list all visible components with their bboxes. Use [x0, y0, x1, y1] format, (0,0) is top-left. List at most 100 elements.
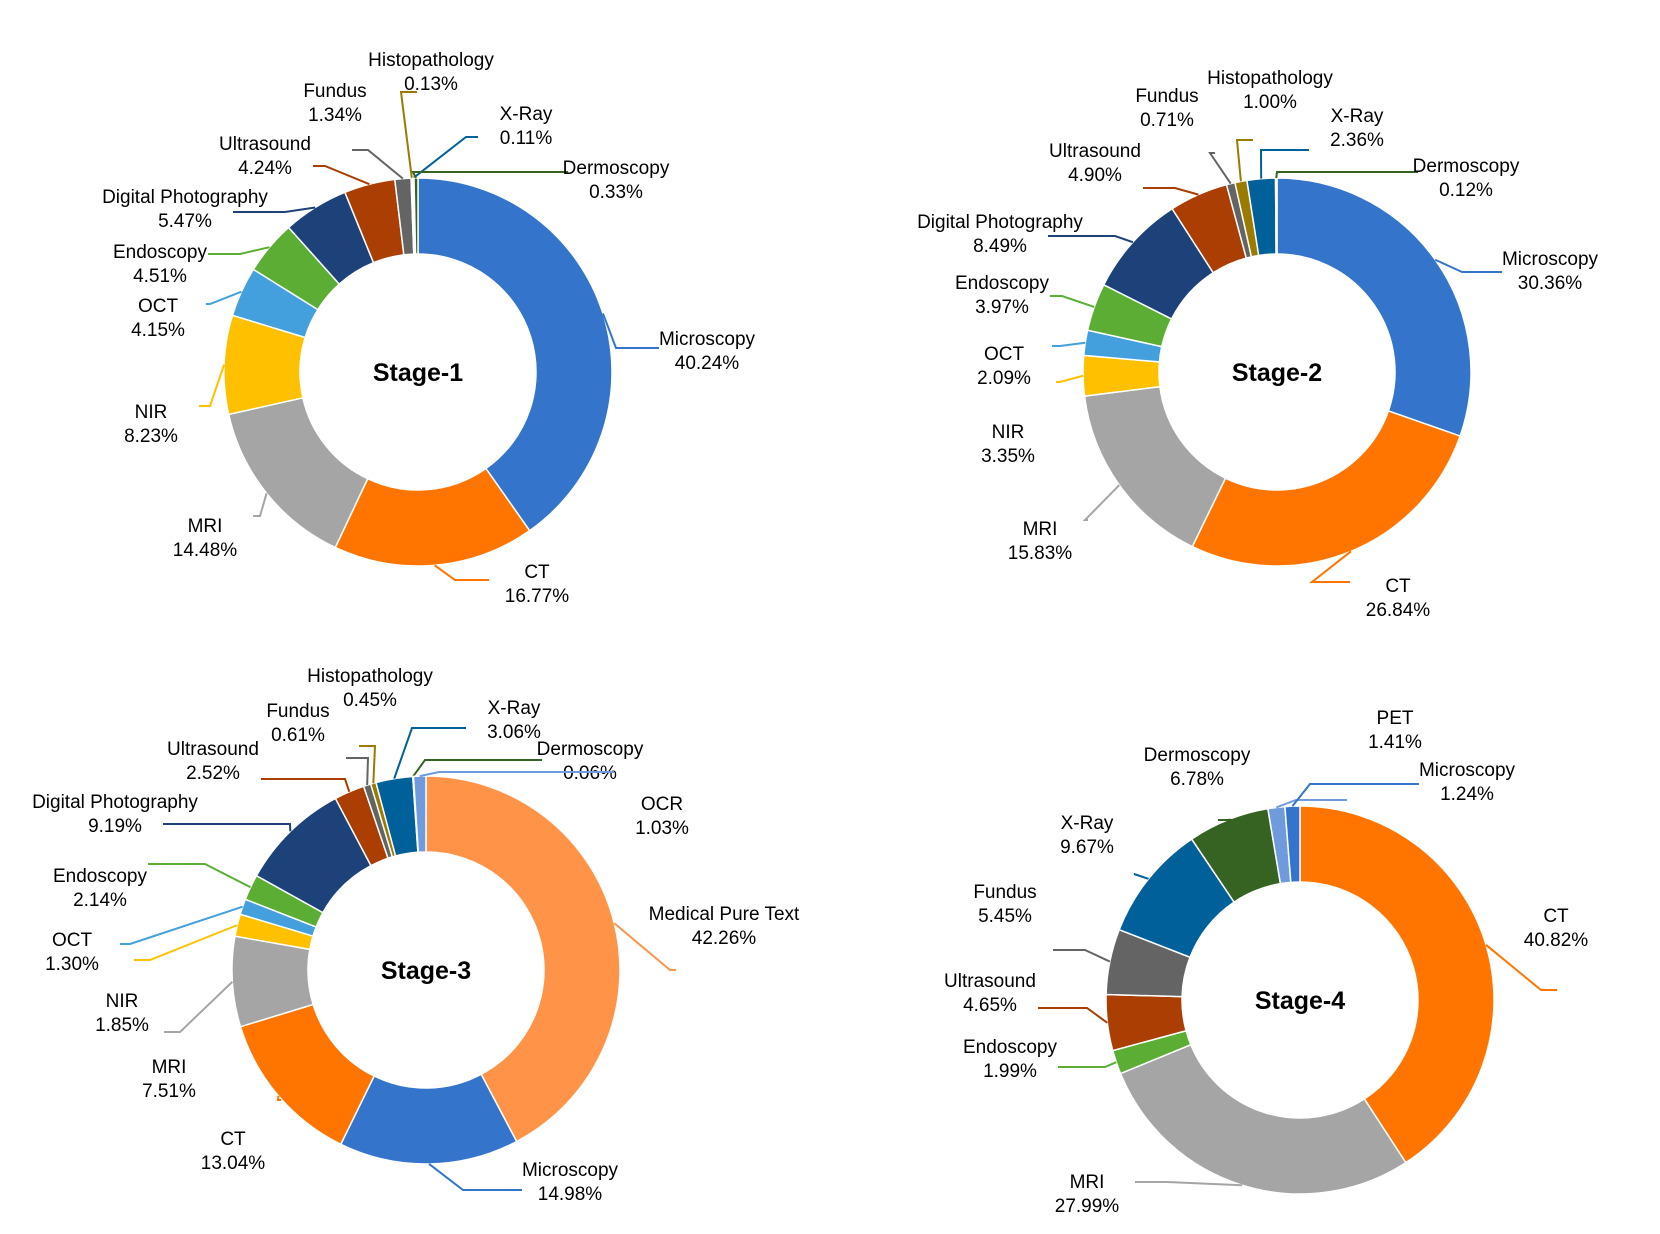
- leader-line-ocr: [419, 771, 614, 778]
- value-label-microscopy: 14.98%: [538, 1184, 603, 1205]
- leader-line-x-ray: [412, 136, 478, 179]
- category-label-x-ray: X-Ray: [1061, 813, 1114, 834]
- leader-line-microscopy: [1291, 783, 1419, 807]
- leader-line-ct: [434, 564, 489, 581]
- category-label-medical-pure-text: Medical Pure Text: [649, 904, 800, 925]
- leader-line-nir: [1056, 374, 1084, 383]
- category-label-ultrasound: Ultrasound: [219, 134, 311, 155]
- chart-center-title: Stage-4: [1255, 987, 1345, 1015]
- value-label-fundus: 5.45%: [978, 906, 1032, 927]
- value-label-endoscopy: 3.97%: [975, 297, 1029, 318]
- category-label-microscopy: Microscopy: [522, 1160, 619, 1181]
- slice-ct: [1299, 805, 1495, 1164]
- leader-line-histopathology: [1235, 139, 1253, 182]
- leader-line-ultrasound: [1038, 1007, 1108, 1024]
- category-label-dermoscopy: Dermoscopy: [563, 158, 670, 179]
- category-label-mri: MRI: [188, 516, 223, 537]
- leader-line-mri: [1135, 1181, 1243, 1187]
- leader-line-ct: [276, 1095, 281, 1101]
- category-label-microscopy: Microscopy: [659, 329, 756, 350]
- value-label-histopathology: 0.13%: [404, 74, 458, 95]
- value-label-oct: 1.30%: [45, 954, 99, 975]
- value-label-dermoscopy: 0.12%: [1439, 180, 1493, 201]
- leader-line-mri: [164, 981, 234, 1033]
- stage-2-donut-chart: Microscopy 30.36% CT 26.84% MRI 15.83% NIR 3.35…: [917, 68, 1598, 621]
- stage-4-donut-chart: CT 40.82% MRI 27.99% Endoscopy 1.99% Ultrasoun…: [944, 708, 1588, 1217]
- leader-line-medical-pure-text: [613, 922, 676, 971]
- value-label-oct: 4.15%: [131, 320, 185, 341]
- leader-line-fundus: [1053, 949, 1111, 963]
- leader-line-endoscopy: [1050, 295, 1095, 308]
- leader-line-x-ray: [1133, 873, 1149, 880]
- value-label-microscopy: 40.24%: [675, 353, 740, 374]
- category-label-histopathology: Histopathology: [307, 666, 433, 687]
- value-label-pet: 1.41%: [1368, 732, 1422, 753]
- leader-line-dermoscopy: [411, 171, 568, 179]
- leader-line-mri: [253, 493, 268, 517]
- category-label-digital-photography: Digital Photography: [32, 792, 198, 813]
- category-label-pet: PET: [1377, 708, 1414, 729]
- value-label-mri: 14.48%: [173, 540, 238, 561]
- value-label-medical-pure-text: 42.26%: [692, 928, 757, 949]
- value-label-dermoscopy: 6.78%: [1170, 769, 1224, 790]
- value-label-x-ray: 2.36%: [1330, 130, 1384, 151]
- value-label-fundus: 1.34%: [308, 105, 362, 126]
- category-label-fundus: Fundus: [973, 882, 1036, 903]
- slice-microscopy: [1276, 177, 1472, 437]
- value-label-ultrasound: 4.90%: [1068, 165, 1122, 186]
- category-label-digital-photography: Digital Photography: [102, 187, 268, 208]
- category-label-oct: OCT: [984, 344, 1025, 365]
- category-label-mri: MRI: [1023, 519, 1058, 540]
- leader-line-digital-photography: [163, 823, 292, 832]
- category-label-microscopy: Microscopy: [1502, 249, 1599, 270]
- value-label-histopathology: 1.00%: [1243, 92, 1297, 113]
- category-label-ct: CT: [524, 562, 550, 583]
- value-label-digital-photography: 8.49%: [973, 236, 1027, 257]
- leader-line-oct: [1052, 341, 1086, 347]
- chart-center-title: Stage-3: [381, 957, 471, 985]
- value-label-ultrasound: 4.65%: [963, 995, 1017, 1016]
- value-label-ct: 26.84%: [1366, 600, 1431, 621]
- value-label-mri: 7.51%: [142, 1081, 196, 1102]
- value-label-nir: 1.85%: [95, 1015, 149, 1036]
- leader-line-histopathology: [399, 91, 417, 179]
- leader-line-x-ray: [1259, 149, 1309, 179]
- leader-line-ct: [1309, 550, 1352, 583]
- slice-ocr: [412, 775, 427, 854]
- leader-line-digital-photography: [1048, 235, 1134, 244]
- category-label-dermoscopy: Dermoscopy: [1413, 156, 1520, 177]
- value-label-endoscopy: 2.14%: [73, 890, 127, 911]
- value-label-ct: 13.04%: [201, 1153, 266, 1174]
- value-label-ultrasound: 2.52%: [186, 763, 240, 784]
- slice-dermoscopy: [413, 177, 419, 255]
- value-label-ct: 16.77%: [505, 586, 570, 607]
- value-label-dermoscopy: 0.06%: [563, 763, 617, 784]
- leader-line-endoscopy: [1058, 1061, 1117, 1068]
- category-label-fundus: Fundus: [303, 81, 366, 102]
- category-label-ultrasound: Ultrasound: [944, 971, 1036, 992]
- leader-line-nir: [199, 364, 226, 407]
- leader-line-fundus: [352, 149, 404, 180]
- category-label-ultrasound: Ultrasound: [167, 739, 259, 760]
- category-label-ocr: OCR: [641, 794, 683, 815]
- leader-line-x-ray: [393, 727, 466, 779]
- chart-center-title: Stage-2: [1232, 359, 1322, 387]
- leader-line-dermoscopy: [412, 759, 542, 778]
- leader-line-oct: [120, 905, 243, 945]
- category-label-dermoscopy: Dermoscopy: [1144, 745, 1251, 766]
- leader-line-digital-photography: [233, 206, 316, 213]
- leader-line-microscopy: [1434, 258, 1502, 273]
- leader-line-mri: [1082, 484, 1121, 521]
- category-label-fundus: Fundus: [1135, 86, 1198, 107]
- value-label-dermoscopy: 0.33%: [589, 182, 643, 203]
- leader-line-ultrasound: [313, 165, 370, 186]
- slice-ct: [1191, 409, 1462, 567]
- leader-line-pet: [1275, 799, 1347, 809]
- leader-line-fundus: [1208, 152, 1232, 185]
- value-label-ultrasound: 4.24%: [238, 158, 292, 179]
- category-label-fundus: Fundus: [266, 701, 329, 722]
- leader-line-ultrasound: [1143, 187, 1199, 196]
- leader-line-microscopy: [428, 1163, 522, 1191]
- leader-line-ultrasound: [261, 778, 351, 793]
- category-label-endoscopy: Endoscopy: [113, 242, 208, 263]
